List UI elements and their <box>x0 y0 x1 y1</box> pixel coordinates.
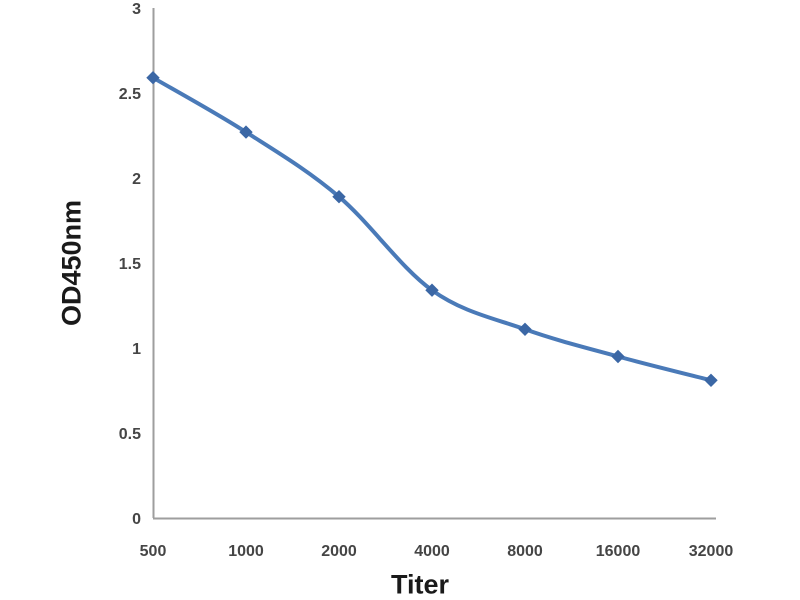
data-point-marker <box>611 349 625 364</box>
y-tick-label: 2 <box>132 171 141 188</box>
data-point-marker <box>146 70 160 85</box>
y-tick-label: 3 <box>132 1 141 18</box>
x-tick-label: 2000 <box>321 543 357 560</box>
data-point-marker <box>239 125 253 139</box>
x-tick-label: 4000 <box>414 543 450 560</box>
data-point-marker <box>425 283 439 297</box>
x-tick-label: 500 <box>140 543 167 560</box>
x-tick-label: 8000 <box>507 543 543 560</box>
x-tick-label: 16000 <box>596 543 641 560</box>
data-point-marker <box>518 322 532 337</box>
data-point-marker <box>332 189 346 204</box>
x-tick-label: 1000 <box>228 543 264 560</box>
y-tick-label: 1 <box>132 341 141 358</box>
series-line <box>151 75 713 383</box>
y-tick-label: 1.5 <box>119 256 141 273</box>
x-tick-label: 32000 <box>689 543 734 560</box>
y-tick-label: 2.5 <box>119 86 141 103</box>
y-tick-label: 0 <box>132 511 141 528</box>
y-axis-title: OD450nm <box>56 199 87 327</box>
y-tick-label: 0.5 <box>119 426 141 443</box>
data-point-marker <box>704 373 718 388</box>
x-axis-title: Titer <box>390 569 450 600</box>
